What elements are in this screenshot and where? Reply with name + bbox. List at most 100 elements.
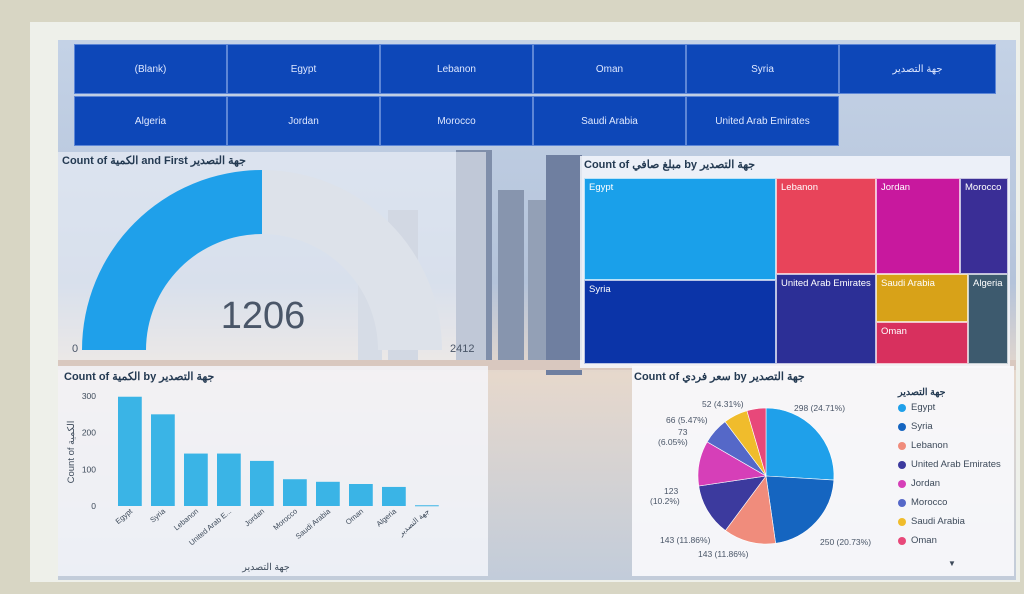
pie-legend-label: Saudi Arabia <box>911 516 965 527</box>
pie-label-saudi: 66 (5.47%) <box>666 415 708 425</box>
pie-legend-item[interactable]: Egypt <box>898 402 935 413</box>
slicer-item-saudi-arabia[interactable]: Saudi Arabia <box>533 96 686 146</box>
pie-label-morocco-pct: (6.05%) <box>658 437 688 447</box>
legend-dot-icon <box>898 517 906 526</box>
bar-ytick-label: 200 <box>82 428 96 438</box>
pie-legend-label: Lebanon <box>911 440 948 451</box>
pie-legend-label: Morocco <box>911 497 948 508</box>
bar-xtick-label: Saudi Arabia <box>294 506 333 541</box>
gauge-value: 1206 <box>221 295 306 337</box>
treemap-tile-egypt[interactable]: Egypt <box>584 178 776 280</box>
treemap-tile-uae[interactable]: United Arab Emirates <box>776 274 876 364</box>
pie-legend-item[interactable]: Lebanon <box>898 440 948 451</box>
gauge-chart: 1206 0 2412 <box>72 170 474 355</box>
bar[interactable] <box>151 414 175 506</box>
bar[interactable] <box>316 481 340 506</box>
legend-dot-icon <box>898 422 906 431</box>
pie-label-oman: 52 (4.31%) <box>702 399 744 409</box>
pie-legend-item[interactable]: Saudi Arabia <box>898 516 965 527</box>
gauge-panel[interactable]: Count of الكمية and First جهة التصدير 12… <box>58 152 486 360</box>
slicer-item-syria[interactable]: Syria <box>686 44 839 94</box>
bar[interactable] <box>217 453 241 506</box>
pie-legend-item[interactable]: Syria <box>898 421 933 432</box>
pie-legend-item[interactable]: Jordan <box>898 478 940 489</box>
bar[interactable] <box>283 479 307 506</box>
bar-xtick-label: Jordan <box>243 507 266 529</box>
slicer-item-oman[interactable]: Oman <box>533 44 686 94</box>
pie-legend-item[interactable]: Morocco <box>898 497 947 508</box>
legend-dot-icon <box>898 460 906 469</box>
slicer-item-export-destination[interactable]: جهة التصدير <box>839 44 996 94</box>
pie-label-lebanon: 143 (11.86%) <box>660 535 711 545</box>
legend-dot-icon <box>898 441 906 450</box>
slicer-item-egypt[interactable]: Egypt <box>227 44 380 94</box>
bar-ylabel: Count of الكمية <box>66 421 77 484</box>
bar-xtick-label: Morocco <box>271 507 299 532</box>
treemap-tile-jordan[interactable]: Jordan <box>876 178 960 274</box>
bar[interactable] <box>118 396 142 506</box>
treemap-tile-algeria[interactable]: Algeria <box>968 274 1008 364</box>
bar-xtick-label: Syria <box>148 506 168 524</box>
pie-label-egypt: 298 (24.71%) <box>794 403 845 413</box>
dashboard: (Blank) Egypt Lebanon Oman Syria جهة الت… <box>58 40 1016 580</box>
bar-xtick-label: Algeria <box>374 506 398 528</box>
treemap-tile-oman[interactable]: Oman <box>876 322 968 364</box>
bar[interactable] <box>349 484 373 506</box>
pie-panel[interactable]: Count of سعر فردي by جهة التصدير 298 (24… <box>632 366 1014 576</box>
pie-legend-label: Syria <box>911 421 933 432</box>
pie-legend-label: Egypt <box>911 402 936 413</box>
bar[interactable] <box>415 505 439 507</box>
pie-slice[interactable] <box>765 475 835 544</box>
gauge-fill <box>82 170 262 350</box>
pie-chart: 298 (24.71%) 250 (20.73%) 143 (11.86%) 1… <box>650 399 871 559</box>
bar[interactable] <box>250 460 274 506</box>
legend-dot-icon <box>898 536 906 545</box>
bar-panel[interactable]: Count of الكمية by جهة التصدير 0 100 200 30… <box>58 366 488 576</box>
pie-legend-label: United Arab Emirates <box>911 459 1001 470</box>
pie-legend-label: Oman <box>911 535 937 546</box>
gauge-min: 0 <box>72 343 78 355</box>
bar-title: Count of الكمية by جهة التصدير <box>64 371 215 383</box>
pie-slice[interactable] <box>746 407 767 477</box>
country-slicer: (Blank) Egypt Lebanon Oman Syria جهة الت… <box>74 44 996 148</box>
pie-label-jordan-count: 123 <box>664 486 678 496</box>
slicer-item-blank[interactable]: (Blank) <box>74 44 227 94</box>
slicer-item-uae[interactable]: United Arab Emirates <box>686 96 839 146</box>
bar-xtick-label: Lebanon <box>172 507 200 533</box>
pie-legend-title: جهة التصدير <box>898 387 946 398</box>
bar-ytick-label: 300 <box>82 391 96 401</box>
slicer-item-morocco[interactable]: Morocco <box>380 96 533 146</box>
bar-xlabel: جهة التصدير <box>241 562 290 573</box>
pie-label-uae: 143 (11.86%) <box>698 549 749 559</box>
bar-ytick-label: 0 <box>91 501 96 511</box>
bar[interactable] <box>184 453 208 506</box>
gauge-max: 2412 <box>450 343 474 355</box>
pie-title: Count of سعر فردي by جهة التصدير <box>634 371 805 383</box>
slicer-item-algeria[interactable]: Algeria <box>74 96 227 146</box>
legend-dot-icon <box>898 479 906 488</box>
bar[interactable] <box>382 486 406 506</box>
legend-dot-icon <box>898 498 906 507</box>
pie-label-jordan-pct: (10.2%) <box>650 496 680 506</box>
bar-xtick-label: Oman <box>344 507 365 527</box>
slicer-item-lebanon[interactable]: Lebanon <box>380 44 533 94</box>
treemap-title: Count of مبلغ صافي by جهة التصدير <box>584 159 756 171</box>
legend-scroll-down-icon[interactable]: ▼ <box>948 559 956 568</box>
legend-dot-icon <box>898 403 906 412</box>
gauge-title: Count of الكمية and First جهة التصدير <box>62 155 246 167</box>
pie-label-morocco-count: 73 <box>678 427 688 437</box>
treemap-tile-lebanon[interactable]: Lebanon <box>776 178 876 274</box>
treemap-tile-saudi-arabia[interactable]: Saudi Arabia <box>876 274 968 322</box>
pie-legend-label: Jordan <box>911 478 941 489</box>
treemap-tile-morocco[interactable]: Morocco <box>960 178 1008 274</box>
pie-slice[interactable] <box>765 407 835 481</box>
slicer-item-jordan[interactable]: Jordan <box>227 96 380 146</box>
bar-ytick-label: 100 <box>82 464 96 474</box>
pie-label-syria: 250 (20.73%) <box>820 537 871 547</box>
bar-xtick-label: Egypt <box>114 506 135 526</box>
treemap-panel[interactable]: Count of مبلغ صافي by جهة التصدير Egypt … <box>580 156 1010 368</box>
pie-legend-item[interactable]: Oman <box>898 535 937 546</box>
treemap-tile-syria[interactable]: Syria <box>584 280 776 364</box>
pie-legend-item[interactable]: United Arab Emirates <box>898 459 1001 470</box>
